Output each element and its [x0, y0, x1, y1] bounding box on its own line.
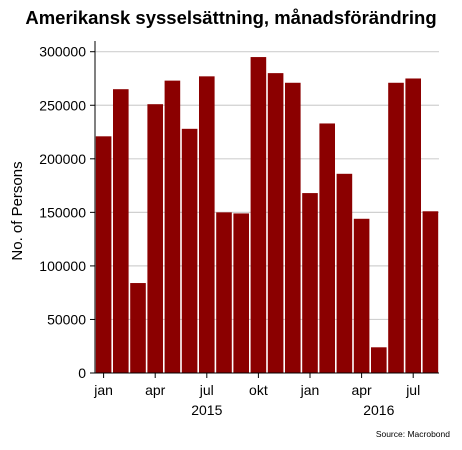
- y-tick-label: 150000: [39, 204, 86, 220]
- bar: [422, 211, 439, 373]
- bars: [95, 57, 439, 374]
- y-tick-label: 300000: [39, 44, 86, 60]
- x-tick-labels: jan apr jul okt jan apr jul 2015 2016: [93, 382, 420, 418]
- y-tick-label: 250000: [39, 97, 86, 113]
- bar: [164, 80, 181, 374]
- bar: [199, 76, 215, 374]
- y-axis-label: No. of Persons: [9, 161, 26, 260]
- bar: [388, 82, 404, 374]
- bar: [147, 104, 163, 373]
- y-tick-labels: 0 50000 100000 150000 200000 250000 300000: [39, 44, 86, 381]
- y-tick-label: 200000: [39, 151, 86, 167]
- x-year-label: 2016: [363, 402, 394, 418]
- bar: [353, 218, 370, 373]
- x-tick-label: jul: [405, 382, 420, 398]
- bar: [336, 173, 353, 373]
- bar: [130, 283, 146, 373]
- bar: [113, 89, 129, 374]
- bar: [405, 78, 421, 373]
- x-tick-label: jan: [300, 382, 320, 398]
- x-year-label: 2015: [191, 402, 222, 418]
- bar: [181, 128, 198, 373]
- bar: [95, 136, 112, 373]
- y-tick-label: 0: [78, 365, 86, 381]
- bar: [371, 347, 387, 373]
- x-tick-label: jul: [199, 382, 214, 398]
- bar: [285, 82, 301, 374]
- bar: [302, 193, 318, 373]
- gridlines: [95, 51, 439, 321]
- y-tick-label: 100000: [39, 258, 86, 274]
- x-tick-label: apr: [351, 382, 372, 398]
- axes: [90, 41, 439, 378]
- bar: [216, 212, 232, 373]
- y-tick-label: 50000: [47, 311, 86, 327]
- bar: [250, 57, 267, 374]
- bar: [233, 213, 249, 373]
- x-tick-label: jan: [93, 382, 113, 398]
- bar: [319, 123, 335, 374]
- source-note: Source: Macrobond: [375, 429, 450, 439]
- x-tick-label: okt: [249, 382, 268, 398]
- bar: [267, 73, 284, 374]
- chart-title: Amerikansk sysselsättning, månadsförändr…: [25, 7, 437, 28]
- x-tick-label: apr: [145, 382, 166, 398]
